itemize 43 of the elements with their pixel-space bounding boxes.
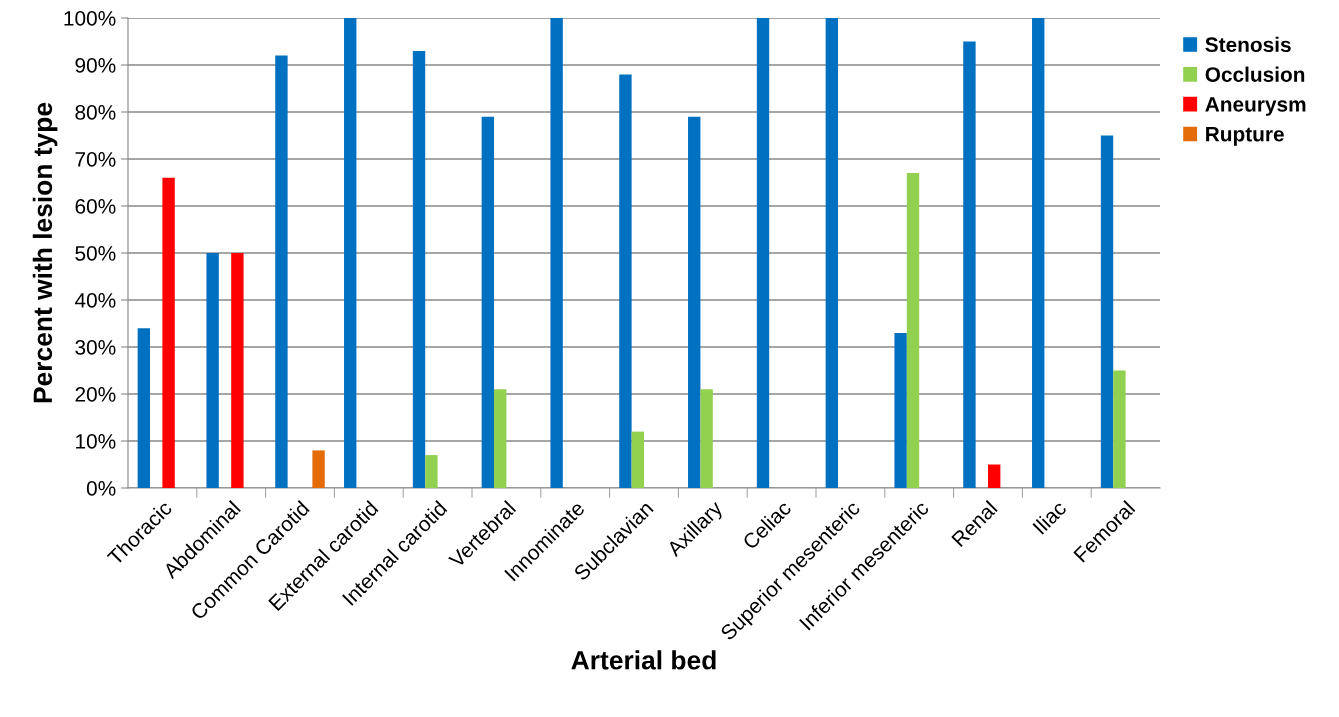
bar: [906, 173, 920, 488]
y-tick-label: 20%: [75, 387, 116, 402]
bar: [700, 389, 713, 488]
bar: [312, 450, 325, 488]
legend-label: Stenosis: [1205, 36, 1291, 53]
y-axis-title: Percent with lesion type: [32, 102, 58, 403]
bar: [481, 116, 495, 488]
y-tick-label: 100%: [64, 11, 116, 26]
bar: [275, 55, 288, 488]
bar: [412, 50, 426, 488]
x-axis-title: Arterial bed: [571, 650, 716, 670]
bar: [231, 253, 244, 488]
legend-label: Aneurysm: [1205, 97, 1306, 116]
y-tick-label: 70%: [75, 152, 116, 167]
bar: [344, 18, 357, 488]
y-tick-label: 80%: [75, 105, 116, 120]
legend-label: Rupture: [1206, 127, 1284, 146]
bar: [162, 177, 175, 488]
bar: [688, 116, 701, 488]
bar: [1032, 18, 1045, 488]
bar: [631, 431, 644, 488]
legend-label: Occlusion: [1205, 66, 1305, 82]
x-tick-label: Iliac: [1031, 499, 1068, 535]
bar: [825, 18, 839, 488]
bar: [894, 332, 907, 488]
bar: [619, 74, 632, 488]
bar: [756, 18, 770, 488]
y-tick-label: 0%: [86, 481, 116, 496]
y-tick-label: 40%: [74, 293, 116, 308]
bar: [206, 253, 219, 488]
bar: [425, 455, 438, 488]
y-tick-label: 50%: [75, 246, 116, 261]
bar: [963, 41, 976, 488]
bar: [494, 389, 507, 488]
y-tick-label: 60%: [75, 199, 116, 214]
bar: [550, 18, 563, 488]
bar: [1100, 135, 1114, 488]
y-tick-label: 30%: [75, 340, 116, 355]
bar: [137, 328, 151, 488]
bar: [1113, 370, 1126, 488]
y-tick-label: 10%: [76, 434, 116, 449]
y-tick-label: 90%: [75, 58, 116, 73]
bar: [988, 464, 1001, 488]
